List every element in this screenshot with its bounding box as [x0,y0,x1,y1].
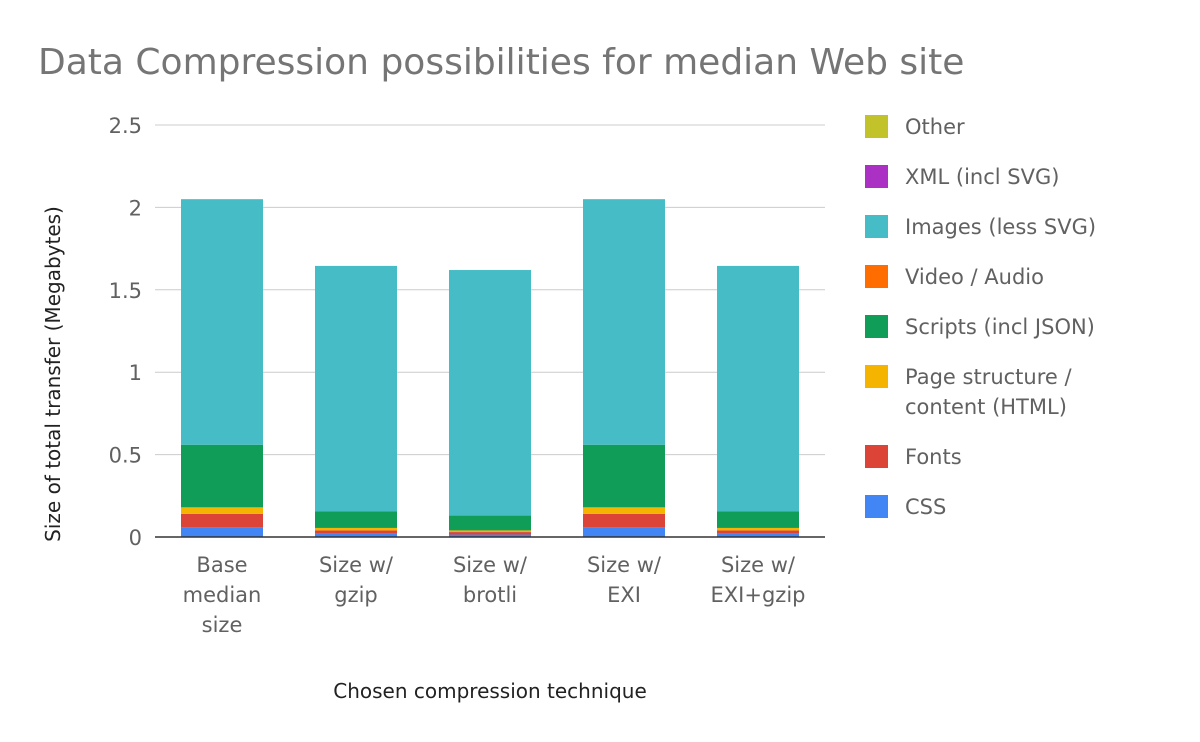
legend-label-line: CSS [905,495,946,519]
bar-segment [583,527,665,537]
x-category-label-line: size [202,613,243,637]
x-category-label-line: Size w/ [453,553,528,577]
x-category-label: Base median size [183,553,262,637]
bar-segment [315,265,397,512]
bar-segment [449,515,531,531]
legend-swatch [865,365,888,388]
y-tick-label: 0.5 [109,444,142,468]
legend-swatch [865,165,888,188]
legend-label-line: content (HTML) [905,395,1067,419]
bar-segment [583,199,665,445]
legend-label: Other [905,115,965,139]
chart-title: Data Compression possibilities for media… [38,42,964,83]
y-axis-label: Size of total transfer (Megabytes) [41,206,65,542]
legend-label: Fonts [905,445,962,469]
legend-label-line: Video / Audio [905,265,1044,289]
legend-label: XML (incl SVG) [905,165,1059,189]
bar-segment [181,199,263,445]
legend-label-line: Page structure / [905,365,1072,389]
bars [181,199,799,537]
x-category-label-line: median [183,583,262,607]
legend-swatch [865,115,888,138]
legend-swatch [865,445,888,468]
bar-segment [181,444,263,508]
bar-segment [717,511,799,528]
x-category-label: Size w/brotli [453,553,528,607]
legend: Other XML (incl SVG) Images (less SVG) Vide… [865,115,1096,519]
y-tick-label: 1.5 [109,279,142,303]
bar-segment [449,530,531,533]
x-category-label: Size w/EXI [587,553,662,607]
legend-swatch [865,215,888,238]
legend-label-line: Other [905,115,965,139]
bar-segment [717,530,799,534]
y-tick-label: 0 [129,526,142,550]
y-tick-label: 1 [129,361,142,385]
x-category-label: Size w/EXI+gzip [711,553,806,607]
y-tick-label: 2 [129,196,142,220]
legend-label-line: Scripts (incl JSON) [905,315,1095,339]
legend-label: Video / Audio [905,265,1044,289]
bar-segment [449,532,531,535]
legend-swatch [865,315,888,338]
x-axis-label: Chosen compression technique [333,679,647,703]
legend-label: Page structure / content (HTML) [905,365,1072,419]
bar-segment [717,527,799,531]
x-category-label-line: Size w/ [721,553,796,577]
bar-segment [181,507,263,514]
x-category-label-line: Size w/ [319,553,394,577]
legend-swatch [865,265,888,288]
bar-segment [717,533,799,537]
x-category-label-line: Size w/ [587,553,662,577]
x-category-label-line: EXI+gzip [711,583,806,607]
bar-segment [315,533,397,537]
legend-label-line: Images (less SVG) [905,215,1096,239]
y-tick-label: 2.5 [109,114,142,138]
legend-label: CSS [905,495,946,519]
bar-segment [583,507,665,514]
legend-label: Images (less SVG) [905,215,1096,239]
bar-segment [181,527,263,537]
x-category-label-line: gzip [334,583,378,607]
bar-segment [315,530,397,534]
x-category-label: Size w/gzip [319,553,394,607]
bar-segment [449,270,531,516]
bar-segment [315,511,397,528]
bar-segment [315,527,397,531]
bar-segment [583,444,665,508]
x-category-label-line: EXI [607,583,641,607]
legend-label-line: Fonts [905,445,962,469]
bar-segment [181,513,263,528]
bar-segment [717,265,799,512]
bar-segment [449,534,531,537]
y-axis-ticks: 0 0.5 1 1.5 2 2.5 [109,114,142,550]
legend-swatch [865,495,888,518]
x-category-label-line: Base [196,553,247,577]
bar-segment [583,513,665,528]
legend-label-line: XML (incl SVG) [905,165,1059,189]
x-category-label-line: brotli [463,583,517,607]
legend-label: Scripts (incl JSON) [905,315,1095,339]
